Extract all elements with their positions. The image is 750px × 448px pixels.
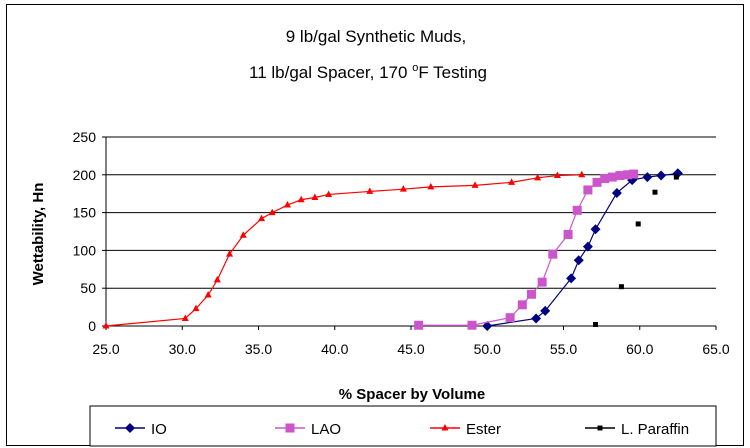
data-point [482, 321, 493, 331]
data-point [192, 304, 200, 312]
legend-item: L. Paraffin [585, 421, 689, 438]
data-point [366, 187, 374, 194]
series-line [487, 172, 678, 327]
x-tick-label: 45.0 [397, 341, 424, 357]
legend-marker [441, 424, 449, 431]
data-point [213, 275, 221, 283]
data-point [652, 189, 658, 195]
y-tick-label: 150 [73, 205, 97, 221]
y-tick-label: 0 [88, 318, 96, 334]
data-point [258, 214, 266, 222]
data-point [517, 300, 527, 310]
x-tick-label: 60.0 [626, 341, 653, 357]
data-point [642, 172, 653, 183]
legend-box [89, 405, 717, 447]
data-point [414, 320, 424, 330]
data-point [427, 182, 435, 190]
data-point [540, 305, 551, 316]
data-point [467, 320, 477, 330]
legend-label: LAO [311, 421, 341, 438]
data-point [583, 185, 593, 195]
x-tick-label: 65.0 [702, 341, 729, 357]
data-point [508, 178, 516, 185]
data-point [239, 231, 247, 238]
data-point [283, 201, 291, 208]
data-point [600, 174, 610, 184]
data-point [311, 193, 319, 200]
data-point [578, 170, 586, 178]
legend-item: LAO [275, 421, 341, 438]
chart-title-line1: 9 lb/gal Synthetic Muds, [286, 27, 466, 46]
data-point [531, 313, 542, 324]
data-point [526, 289, 536, 299]
data-point [548, 249, 558, 259]
x-axis-label: % Spacer by Volume [339, 386, 485, 403]
data-point [297, 195, 305, 203]
legend-item: Ester [430, 421, 501, 438]
data-point [471, 181, 479, 188]
chart-frame [6, 4, 744, 446]
data-point [399, 185, 407, 192]
data-point [618, 284, 624, 290]
legend-marker [285, 423, 295, 433]
x-tick-label: 30.0 [169, 341, 196, 357]
data-point [590, 224, 601, 235]
legend-label: L. Paraffin [621, 421, 689, 438]
data-point [204, 291, 212, 298]
legend-marker [597, 425, 603, 431]
data-point [573, 255, 584, 266]
x-tick-label: 55.0 [550, 341, 577, 357]
y-tick-label: 200 [73, 167, 97, 183]
data-point [563, 230, 573, 240]
data-point [572, 205, 582, 215]
x-tick-label: 40.0 [321, 341, 348, 357]
data-point [325, 190, 333, 197]
series-ester [102, 170, 586, 329]
y-axis-label: Wettability, Hn [30, 183, 47, 286]
data-point [673, 174, 679, 180]
legend-label: Ester [466, 421, 501, 438]
data-point [656, 170, 667, 181]
series-l-paraffin [593, 174, 679, 327]
legend: IO LAO Ester L. Paraffin [89, 405, 717, 447]
data-point [611, 187, 622, 198]
data-point [534, 173, 542, 181]
data-point [607, 172, 617, 182]
data-point [593, 321, 599, 327]
data-point [615, 171, 625, 181]
data-point [592, 177, 602, 187]
data-point [102, 322, 110, 329]
y-tick-label: 100 [73, 242, 97, 258]
data-point [226, 250, 234, 257]
y-tick-label: 50 [80, 280, 96, 296]
legend-marker [125, 423, 135, 433]
data-point [505, 313, 515, 323]
data-point [268, 208, 276, 216]
data-point [582, 241, 593, 252]
data-point [623, 170, 633, 180]
legend-label: IO [151, 421, 167, 438]
x-tick-label: 35.0 [245, 341, 272, 357]
data-point [566, 273, 577, 284]
chart-title-line2: 11 lb/gal Spacer, 170 oF Testing [249, 62, 487, 82]
data-point [629, 169, 639, 179]
series-lao [414, 169, 639, 330]
data-point [537, 277, 547, 287]
x-tick-label: 25.0 [92, 341, 119, 357]
data-point [553, 171, 561, 179]
legend-item: IO [115, 421, 167, 438]
data-point [635, 221, 641, 227]
x-tick-label: 50.0 [474, 341, 501, 357]
data-point [181, 314, 189, 321]
y-tick-label: 250 [73, 129, 97, 145]
